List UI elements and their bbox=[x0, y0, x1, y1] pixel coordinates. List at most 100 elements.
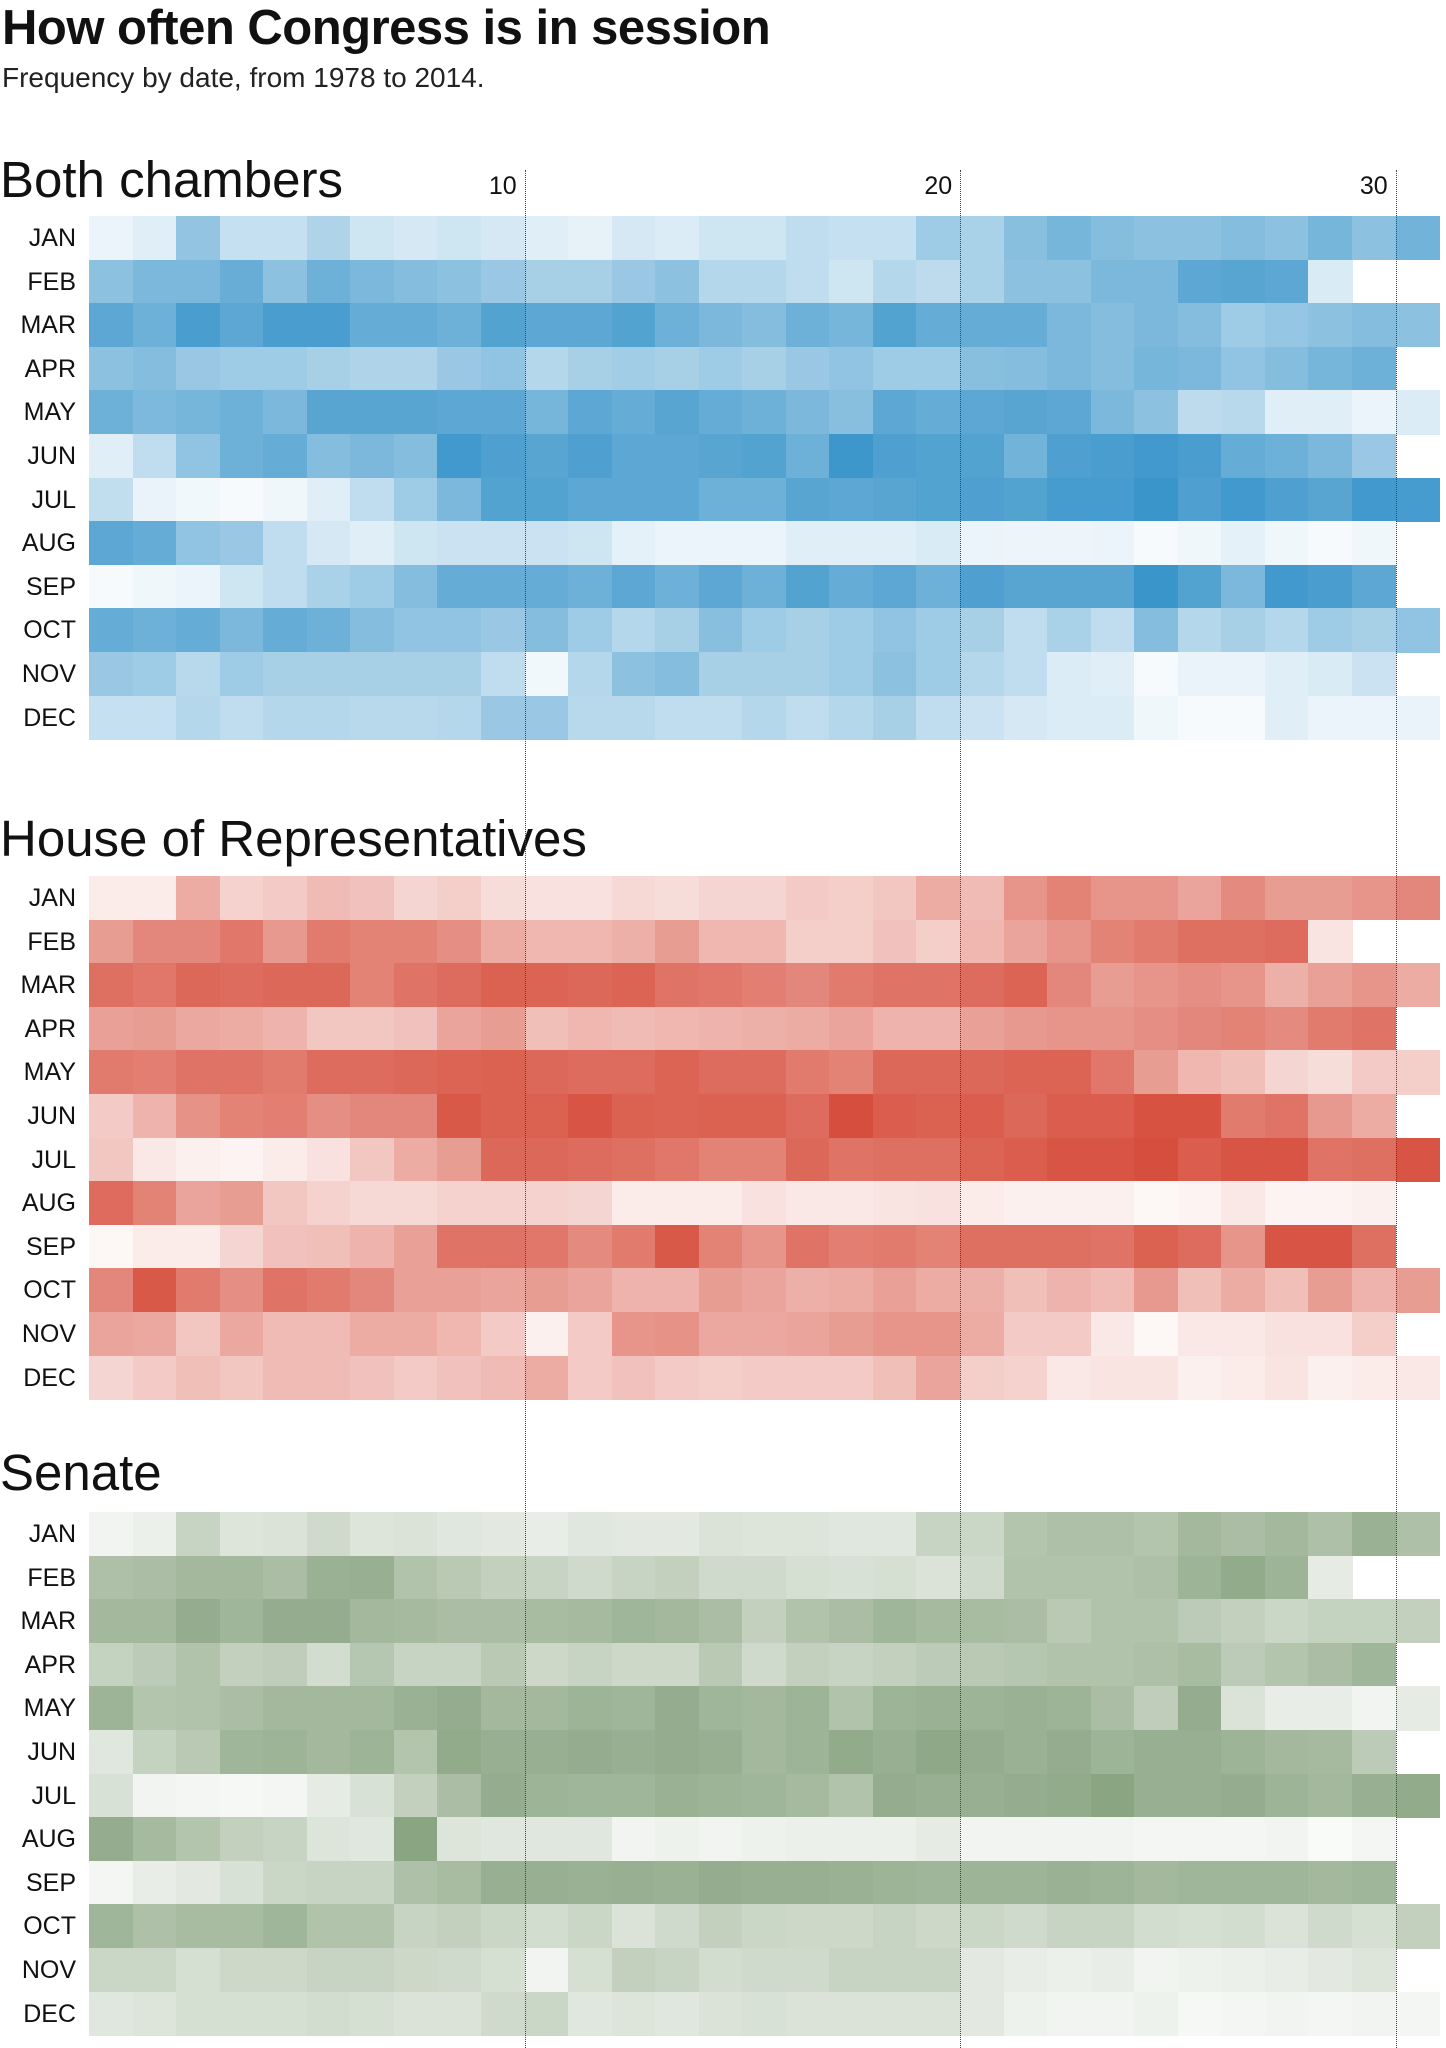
heatmap-cell bbox=[437, 1642, 482, 1687]
heatmap-cell bbox=[1264, 1817, 1309, 1862]
heatmap-cell bbox=[437, 564, 482, 609]
heatmap-cell bbox=[698, 1686, 743, 1731]
heatmap-cell bbox=[611, 434, 656, 479]
heatmap-cell bbox=[1264, 1730, 1309, 1775]
heatmap-cell bbox=[742, 963, 787, 1008]
heatmap-cell bbox=[1134, 1094, 1179, 1139]
heatmap-cell bbox=[829, 1312, 874, 1357]
heatmap-cell bbox=[263, 1817, 308, 1862]
heatmap-cell bbox=[829, 1730, 874, 1775]
heatmap-cell bbox=[698, 1268, 743, 1313]
heatmap-cell bbox=[698, 1181, 743, 1226]
heatmap-cell bbox=[742, 1268, 787, 1313]
heatmap-cell bbox=[1047, 434, 1092, 479]
heatmap-cell bbox=[480, 303, 526, 348]
heatmap-cell bbox=[1134, 1512, 1179, 1557]
heatmap-cell bbox=[176, 1006, 221, 1051]
heatmap-cell bbox=[1351, 876, 1397, 921]
month-label-apr: APR bbox=[24, 354, 76, 383]
heatmap-cell bbox=[1221, 259, 1266, 304]
heatmap-cell bbox=[1047, 390, 1092, 435]
heatmap-cell bbox=[1308, 1599, 1353, 1644]
heatmap-cell bbox=[437, 1094, 482, 1139]
heatmap-cell bbox=[306, 1948, 351, 1993]
heatmap-cell bbox=[89, 1181, 134, 1226]
heatmap-cell bbox=[1264, 608, 1309, 653]
heatmap-cell bbox=[742, 1512, 787, 1557]
heatmap-cell bbox=[1308, 1224, 1353, 1269]
heatmap-cell bbox=[916, 1224, 961, 1269]
heatmap-cell bbox=[1134, 1860, 1179, 1905]
heatmap-cell bbox=[393, 1050, 438, 1095]
heatmap-cell bbox=[524, 1512, 569, 1557]
heatmap-cell bbox=[568, 1642, 613, 1687]
heatmap-cell bbox=[437, 1904, 482, 1949]
heatmap-cell bbox=[263, 1773, 308, 1818]
month-label-sep: SEP bbox=[25, 1868, 76, 1897]
heatmap-cell bbox=[1090, 1642, 1135, 1687]
heatmap-cell bbox=[1047, 695, 1092, 740]
heatmap-cell bbox=[655, 876, 700, 921]
heatmap-cell bbox=[350, 259, 395, 304]
heatmap-cell bbox=[219, 1512, 264, 1557]
heatmap-cell bbox=[742, 919, 787, 964]
heatmap-cell bbox=[437, 876, 482, 921]
heatmap-cell bbox=[785, 434, 830, 479]
heatmap-cell bbox=[829, 434, 874, 479]
heatmap-cell bbox=[176, 1050, 221, 1095]
heatmap-cell bbox=[1090, 1948, 1135, 1993]
heatmap-cell bbox=[611, 695, 656, 740]
heatmap-cell bbox=[1003, 963, 1048, 1008]
heatmap-cell bbox=[306, 1686, 351, 1731]
heatmap-cell bbox=[1308, 1268, 1353, 1313]
heatmap-cell bbox=[89, 1355, 134, 1400]
heatmap-cell bbox=[480, 695, 526, 740]
heatmap-cell bbox=[1003, 564, 1048, 609]
heatmap-cell bbox=[306, 1555, 351, 1600]
heatmap-cell bbox=[785, 1860, 830, 1905]
heatmap-cell bbox=[1351, 1355, 1397, 1400]
heatmap-cell bbox=[1134, 434, 1179, 479]
heatmap-cell bbox=[263, 477, 308, 522]
heatmap-cell bbox=[568, 1006, 613, 1051]
heatmap-cell bbox=[698, 477, 743, 522]
heatmap-cell bbox=[872, 1948, 918, 1993]
heatmap-cell bbox=[524, 1224, 569, 1269]
heatmap-cell bbox=[1047, 1512, 1092, 1557]
heatmap-cell bbox=[655, 390, 700, 435]
heatmap-cell bbox=[872, 216, 918, 261]
heatmap-cell bbox=[1221, 1050, 1266, 1095]
heatmap-cell bbox=[1047, 564, 1092, 609]
heatmap-cell bbox=[1308, 346, 1353, 391]
heatmap-cell bbox=[480, 1224, 526, 1269]
heatmap-cell bbox=[568, 1948, 613, 1993]
heatmap-cell bbox=[1047, 876, 1092, 921]
heatmap-cell bbox=[698, 652, 743, 697]
heatmap-cell bbox=[480, 1773, 526, 1818]
heatmap-cell bbox=[176, 1904, 221, 1949]
heatmap-cell bbox=[1351, 477, 1397, 522]
heatmap-cell bbox=[829, 303, 874, 348]
heatmap-cell bbox=[306, 919, 351, 964]
heatmap-cell bbox=[306, 1312, 351, 1357]
heatmap-cell bbox=[393, 963, 438, 1008]
heatmap-cell bbox=[1221, 1355, 1266, 1400]
heatmap-cell bbox=[89, 1312, 134, 1357]
heatmap-cell bbox=[524, 1948, 569, 1993]
heatmap-cell bbox=[698, 1904, 743, 1949]
month-label-apr: APR bbox=[24, 1650, 76, 1679]
heatmap-cell bbox=[698, 1050, 743, 1095]
heatmap-cell bbox=[524, 1355, 569, 1400]
heatmap-cell bbox=[393, 303, 438, 348]
heatmap-cell bbox=[916, 1355, 961, 1400]
heatmap-cell bbox=[1003, 1686, 1048, 1731]
heatmap-cell bbox=[1134, 521, 1179, 566]
heatmap-cell bbox=[611, 963, 656, 1008]
heatmap-cell bbox=[960, 876, 1005, 921]
heatmap-cell bbox=[393, 564, 438, 609]
heatmap-cell bbox=[916, 1860, 961, 1905]
heatmap-cell bbox=[132, 1773, 177, 1818]
heatmap-cell bbox=[1177, 1268, 1222, 1313]
heatmap-cell bbox=[437, 1599, 482, 1644]
